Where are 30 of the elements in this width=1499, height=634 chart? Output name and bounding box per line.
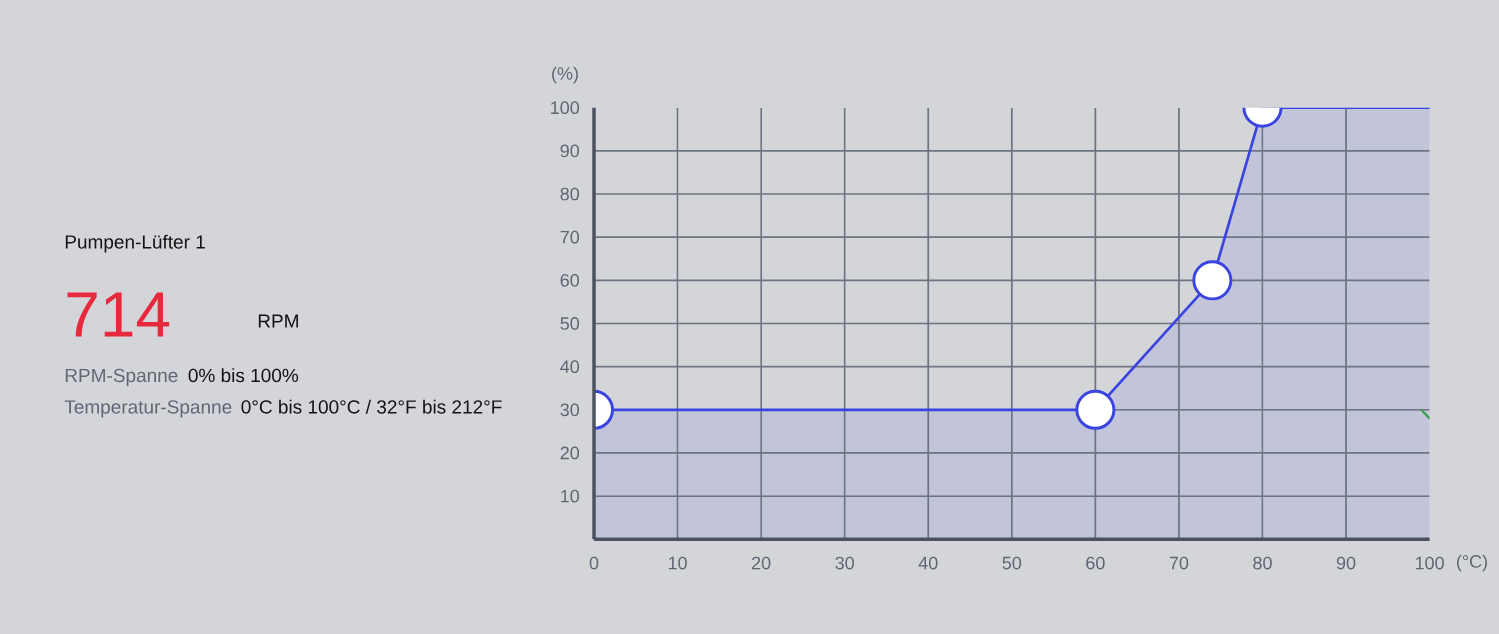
- text: 0% bis 100%: [188, 368, 299, 383]
- x-axis-title: (°C): [1456, 554, 1487, 572]
- y-tick-label: 10: [561, 489, 580, 503]
- y-tick-label: 60: [560, 273, 580, 287]
- y-tick-label: 50: [560, 317, 580, 330]
- y-tick-label: 90: [560, 144, 580, 158]
- y-tick-label: 20: [560, 446, 580, 460]
- x-tick-label: 60: [1086, 556, 1105, 570]
- text: 0°C bis 100°C / 32°F bis 212°F: [241, 399, 502, 414]
- x-tick-label: 30: [835, 556, 854, 570]
- x-tick-label: 0: [589, 556, 599, 570]
- y-tick-label: 30: [560, 403, 580, 417]
- x-tick-label: 10: [668, 556, 687, 570]
- x-tick-label: 70: [1169, 556, 1189, 570]
- y-tick-label: 100: [551, 101, 580, 115]
- x-tick-label: 50: [1002, 556, 1022, 570]
- y-tick-label: 80: [560, 187, 580, 201]
- x-tick-label: 90: [1336, 556, 1356, 570]
- x-tick-label: 100: [1415, 556, 1444, 570]
- y-axis-title: (%): [552, 66, 578, 84]
- text: Temperatur-Spanne: [64, 400, 232, 418]
- x-tick-label: 20: [752, 556, 771, 570]
- x-tick-label: 40: [918, 556, 938, 570]
- x-tick-label: 80: [1253, 556, 1272, 570]
- text: 714: [67, 292, 170, 337]
- text: RPM-Spanne: [65, 368, 178, 386]
- y-tick-label: 40: [560, 360, 580, 374]
- text: Pumpen-Lüfter 1: [65, 234, 205, 253]
- y-tick-label: 70: [560, 230, 580, 244]
- text: RPM: [258, 314, 298, 328]
